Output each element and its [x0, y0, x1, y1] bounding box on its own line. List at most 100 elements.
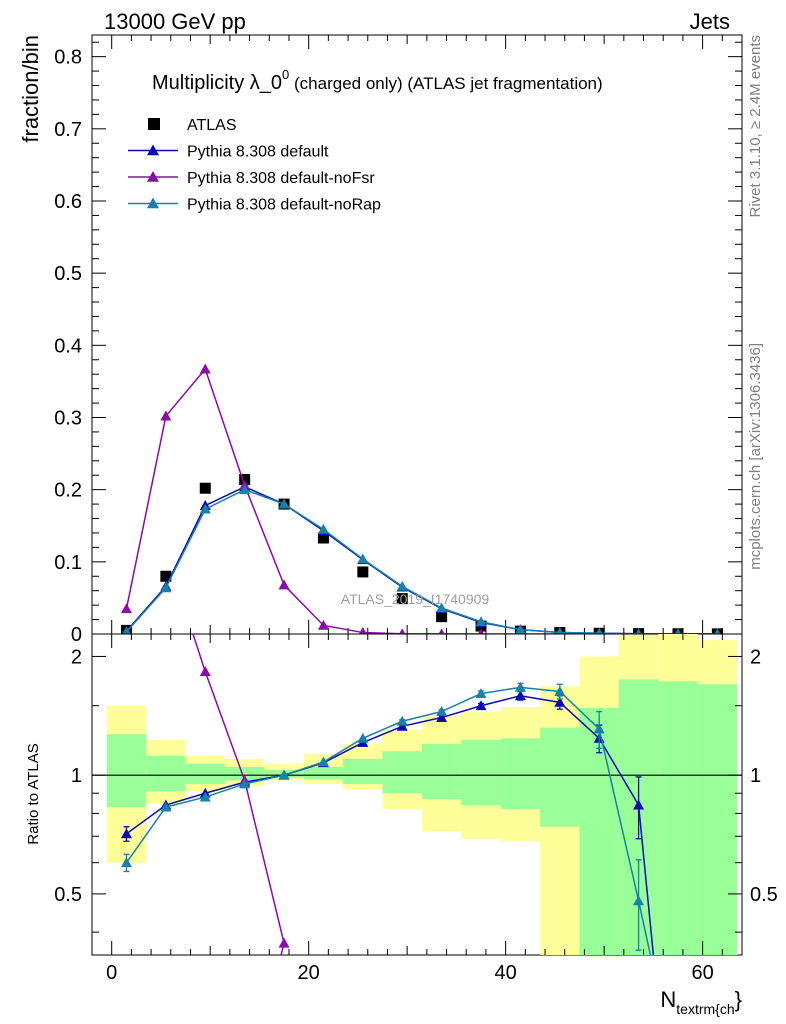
series-point-noRap — [635, 628, 642, 634]
ratio-xtick-label: 40 — [495, 962, 517, 984]
ratio-point-default — [436, 712, 448, 722]
ratio-point-noRap — [593, 723, 605, 734]
series-point-noRap — [122, 626, 131, 634]
legend-label: Pythia 8.308 default — [187, 144, 329, 161]
ratio-bands — [92, 546, 742, 955]
legend-label: ATLAS — [187, 117, 237, 134]
watermark: ATLAS_2019_I1740909 — [341, 591, 490, 607]
legend-label: Pythia 8.308 default-noFsr — [187, 170, 375, 187]
series-line-default — [125, 485, 718, 634]
series-point-noRap — [436, 602, 448, 613]
ratio-ytick-label: 2 — [71, 646, 82, 668]
main-panel: 0 0.1 0.2 0.3 0.4 0.5 0.6 0.7 0.8 fraction/bin A… — [18, 34, 743, 646]
atlas-point — [436, 611, 448, 623]
series-point-noRap — [160, 582, 172, 593]
band-green — [185, 763, 225, 784]
legend: ATLAS Pythia 8.308 default Pythia 8.308 de… — [128, 117, 381, 214]
series-point-noRap — [317, 523, 329, 534]
atlas-point — [160, 570, 172, 582]
main-ytick-label: 0.8 — [54, 47, 82, 69]
ratio-xtick-label: 60 — [691, 962, 713, 984]
side-text-rivet: Rivet 3.1.10, ≥ 2.4M events — [747, 35, 764, 218]
ratio-ytick-label-right: 2 — [750, 646, 761, 668]
ratio-xtick-label: 20 — [298, 962, 320, 984]
main-ytick-label: 0.7 — [54, 119, 82, 141]
band-green — [697, 684, 738, 955]
legend-marker-triangle — [147, 144, 159, 156]
ratio-point-noFsr — [160, 546, 171, 556]
ratio-point-default — [120, 828, 132, 839]
ratio-ytick-label: 1 — [71, 765, 82, 787]
series-line-noRap — [125, 488, 718, 634]
band-green — [343, 758, 383, 784]
main-ytick-label: 0 — [71, 624, 82, 646]
series-point-noRap — [199, 503, 211, 514]
main-ytick-label: 0.2 — [54, 480, 82, 502]
series-point-noRap — [714, 628, 721, 634]
legend-marker-triangle — [147, 197, 159, 209]
legend-marker-square — [148, 118, 160, 130]
main-ytick-label: 0.4 — [54, 335, 82, 357]
series-point-noFsr — [160, 410, 172, 421]
ratio-point-default — [475, 700, 487, 711]
ratio-ytick-label-right: 1 — [750, 765, 761, 787]
series-point-noRap — [595, 627, 603, 634]
chart-title: Multiplicity λ_00 (charged only) (ATLAS … — [152, 67, 603, 94]
ratio-point-default — [633, 799, 645, 810]
band-green — [382, 751, 422, 794]
atlas-point — [199, 482, 211, 494]
series-point-noRap — [514, 624, 526, 634]
legend-label: Pythia 8.308 default-noRap — [187, 197, 381, 214]
ratio-point-noRap — [357, 732, 369, 743]
ratio-point-noRap — [120, 857, 132, 868]
series-point-noRap — [396, 580, 408, 591]
atlas-point — [317, 532, 329, 544]
series-point-noFsr — [278, 579, 290, 590]
ratio-point-noRap — [554, 685, 566, 696]
series-point-noRap — [278, 498, 290, 509]
ratio-point-noFsr — [278, 937, 290, 948]
ratio-xtick-label: 0 — [106, 962, 117, 984]
series-point-noRap — [475, 616, 487, 627]
ratio-ytick-label-right: 0.5 — [750, 884, 778, 906]
band-green — [224, 766, 265, 781]
band-green — [540, 727, 580, 827]
ratio-point-default — [554, 696, 566, 707]
band-green — [500, 738, 541, 810]
series-point-noRap — [239, 484, 251, 495]
atlas-point — [396, 593, 408, 605]
series-point-noRap — [674, 628, 682, 634]
main-ylabel: fraction/bin — [18, 35, 43, 143]
band-green — [461, 739, 501, 806]
series-point-noRap — [357, 553, 369, 564]
band-green — [106, 734, 147, 808]
main-ytick-label: 0.1 — [54, 552, 82, 574]
ratio-point-default — [514, 690, 526, 701]
ratio-ytick-label: 0.5 — [54, 884, 82, 906]
series-point-noFsr — [120, 603, 132, 614]
ratio-point-default — [396, 720, 408, 731]
band-green — [146, 755, 186, 792]
ratio-frame — [91, 633, 743, 956]
ratio-line-noFsr — [192, 634, 285, 955]
ratio-point-noRap — [199, 791, 211, 802]
ratio-point-noRap — [278, 769, 290, 780]
header-right: Jets — [690, 9, 730, 34]
x-axis-label-tail: } — [735, 987, 742, 1012]
ratio-point-noRap — [396, 715, 408, 726]
series-point-noFsr — [477, 628, 485, 634]
series-point-noFsr — [358, 627, 367, 634]
atlas-point — [357, 566, 369, 578]
ratio-point-noRap — [475, 688, 487, 698]
series-point-noFsr — [317, 619, 329, 630]
main-ytick-label: 0.5 — [54, 263, 82, 285]
series-point-noFsr — [199, 363, 211, 374]
band-green — [421, 743, 462, 800]
band-green — [303, 766, 344, 780]
band-green — [658, 681, 698, 955]
series-point-noFsr — [399, 628, 406, 634]
legend-marker-triangle — [147, 171, 159, 182]
main-ytick-label: 0.3 — [54, 407, 82, 429]
